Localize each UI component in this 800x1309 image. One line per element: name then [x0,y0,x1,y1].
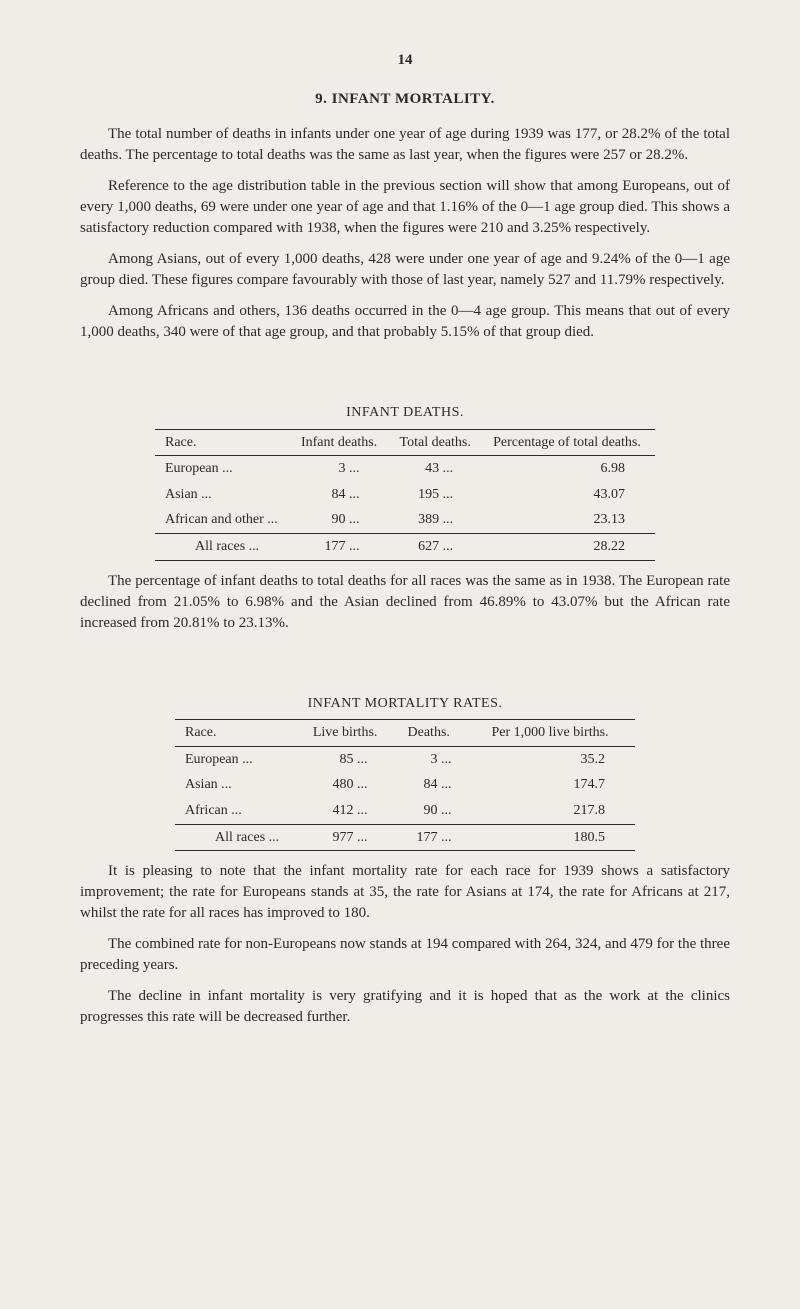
t1-total-2: 389 [390,507,484,533]
t2-col-race: Race. [175,720,303,747]
t1-race-0: European [155,456,291,482]
t2-deaths-2: 90 [398,798,482,824]
t1-infant-2: 90 [291,507,390,533]
paragraph-4: Among Africans and others, 136 deaths oc… [80,301,730,343]
t1-total-1: 195 [390,482,484,508]
t2-deaths-1: 84 [398,772,482,798]
t2-col-per1000: Per 1,000 live births. [482,720,636,747]
table1-title: INFANT DEATHS. [80,403,730,423]
t2-col-deaths: Deaths. [398,720,482,747]
t1-pct-0: 6.98 [483,456,655,482]
section-heading: 9. INFANT MORTALITY. [80,89,730,110]
t1-col-race: Race. [155,429,291,456]
t1-col-pct: Percentage of total deaths. [483,429,655,456]
t2-births-2: 412 [303,798,398,824]
t1-pct-1: 43.07 [483,482,655,508]
page-number: 14 [80,50,730,71]
t1-infant-0: 3 [291,456,390,482]
t2-deaths-total: 177 [398,824,482,851]
paragraph-6: It is pleasing to note that the infant m… [80,861,730,924]
t2-per1000-0: 35.2 [482,746,636,772]
t1-race-2: African and other [155,507,291,533]
t2-per1000-total: 180.5 [482,824,636,851]
paragraph-3: Among Asians, out of every 1,000 deaths,… [80,249,730,291]
t1-total-total: 627 [390,533,484,560]
infant-deaths-table: Race. Infant deaths. Total deaths. Perce… [155,429,655,561]
t1-race-1: Asian [155,482,291,508]
page: 14 9. INFANT MORTALITY. The total number… [0,0,800,1098]
t1-infant-total: 177 [291,533,390,560]
t2-births-total: 977 [303,824,398,851]
t2-births-1: 480 [303,772,398,798]
t2-race-1: Asian [175,772,303,798]
t1-col-total: Total deaths. [390,429,484,456]
t1-infant-1: 84 [291,482,390,508]
paragraph-5: The percentage of infant deaths to total… [80,571,730,634]
table2-title: INFANT MORTALITY RATES. [80,694,730,714]
t2-col-births: Live births. [303,720,398,747]
paragraph-7: The combined rate for non-Europeans now … [80,934,730,976]
t2-deaths-0: 3 [398,746,482,772]
t2-per1000-2: 217.8 [482,798,636,824]
paragraph-1: The total number of deaths in infants un… [80,124,730,166]
t1-col-infant: Infant deaths. [291,429,390,456]
t1-total-0: 43 [390,456,484,482]
t2-births-0: 85 [303,746,398,772]
t1-pct-total: 28.22 [483,533,655,560]
paragraph-2: Reference to the age distribution table … [80,176,730,239]
t2-race-total: All races [175,824,303,851]
t1-race-total: All races [155,533,291,560]
t2-per1000-1: 174.7 [482,772,636,798]
t2-race-2: African [175,798,303,824]
mortality-rates-table: Race. Live births. Deaths. Per 1,000 liv… [175,719,635,851]
t1-pct-2: 23.13 [483,507,655,533]
paragraph-8: The decline in infant mortality is very … [80,986,730,1028]
t2-race-0: European [175,746,303,772]
